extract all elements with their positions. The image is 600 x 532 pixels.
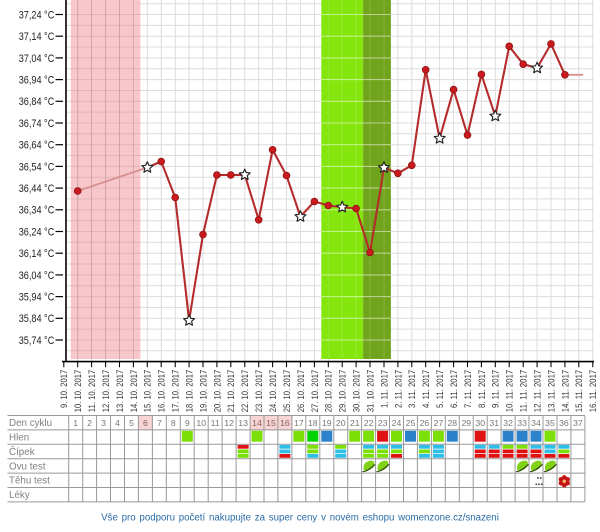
svg-text:9. 10. 2017: 9. 10. 2017 xyxy=(59,370,69,408)
svg-text:36,04 °C: 36,04 °C xyxy=(19,270,55,282)
svg-text:2. 11. 2017: 2. 11. 2017 xyxy=(393,370,403,408)
svg-text:12. 10. 2017: 12. 10. 2017 xyxy=(101,370,111,412)
svg-text:15. 10. 2017: 15. 10. 2017 xyxy=(143,370,153,412)
svg-text:22. 10. 2017: 22. 10. 2017 xyxy=(240,370,250,412)
svg-text:36,64 °C: 36,64 °C xyxy=(19,140,55,152)
svg-text:8: 8 xyxy=(171,418,176,428)
svg-text:17: 17 xyxy=(294,418,304,428)
svg-text:24. 10. 2017: 24. 10. 2017 xyxy=(268,370,278,412)
svg-text:28. 10. 2017: 28. 10. 2017 xyxy=(324,370,334,412)
svg-text:22: 22 xyxy=(364,418,374,428)
svg-text:18. 10. 2017: 18. 10. 2017 xyxy=(185,370,195,412)
svg-text:6: 6 xyxy=(143,418,148,428)
svg-text:36,54 °C: 36,54 °C xyxy=(19,161,55,173)
svg-text:36,14 °C: 36,14 °C xyxy=(19,248,55,260)
svg-text:18: 18 xyxy=(308,418,318,428)
svg-text:36: 36 xyxy=(559,418,569,428)
svg-text:Ovu test: Ovu test xyxy=(9,461,46,472)
svg-text:26. 10. 2017: 26. 10. 2017 xyxy=(296,370,306,412)
svg-text:11: 11 xyxy=(211,418,220,428)
svg-text:25: 25 xyxy=(406,418,416,428)
svg-text:3. 11. 2017: 3. 11. 2017 xyxy=(407,370,417,408)
svg-text:23. 10. 2017: 23. 10. 2017 xyxy=(254,370,264,412)
svg-text:29. 10. 2017: 29. 10. 2017 xyxy=(338,370,348,412)
svg-text:13. 11. 2017: 13. 11. 2017 xyxy=(546,370,556,412)
svg-text:5. 11. 2017: 5. 11. 2017 xyxy=(435,370,445,408)
svg-text:27. 10. 2017: 27. 10. 2017 xyxy=(310,370,320,412)
svg-text:32: 32 xyxy=(503,418,513,428)
svg-text:15. 11. 2017: 15. 11. 2017 xyxy=(574,370,584,412)
svg-text:12. 11. 2017: 12. 11. 2017 xyxy=(533,370,543,412)
svg-text:14. 11. 2017: 14. 11. 2017 xyxy=(560,370,570,412)
svg-text:35,94 °C: 35,94 °C xyxy=(19,292,55,304)
svg-text:6. 11. 2017: 6. 11. 2017 xyxy=(449,370,459,408)
svg-text:27: 27 xyxy=(434,418,444,428)
svg-text:35,74 °C: 35,74 °C xyxy=(19,335,55,347)
svg-text:Těhu test: Těhu test xyxy=(9,476,50,487)
svg-text:2: 2 xyxy=(87,418,92,428)
svg-text:13. 10. 2017: 13. 10. 2017 xyxy=(115,370,125,412)
svg-text:Léky: Léky xyxy=(9,490,30,501)
svg-text:36,94 °C: 36,94 °C xyxy=(19,75,55,87)
svg-text:29: 29 xyxy=(461,418,471,428)
svg-text:35: 35 xyxy=(545,418,555,428)
svg-text:37,24 °C: 37,24 °C xyxy=(19,9,55,21)
svg-text:Vše pro podporu početí nakupuj: Vše pro podporu početí nakupujte za supe… xyxy=(101,513,499,524)
svg-text:9: 9 xyxy=(185,418,190,428)
svg-text:15: 15 xyxy=(266,418,276,428)
svg-text:16. 10. 2017: 16. 10. 2017 xyxy=(157,370,167,412)
svg-text:37,04 °C: 37,04 °C xyxy=(19,53,55,65)
svg-text:30: 30 xyxy=(475,418,485,428)
svg-text:36,24 °C: 36,24 °C xyxy=(19,226,55,238)
svg-text:7: 7 xyxy=(157,418,162,428)
svg-text:31. 10. 2017: 31. 10. 2017 xyxy=(365,370,375,412)
svg-text:20. 10. 2017: 20. 10. 2017 xyxy=(212,370,222,412)
svg-text:7. 11. 2017: 7. 11. 2017 xyxy=(463,370,473,408)
svg-text:1: 1 xyxy=(73,418,78,428)
svg-text:28: 28 xyxy=(447,418,457,428)
svg-text:21: 21 xyxy=(350,418,360,428)
svg-text:36,44 °C: 36,44 °C xyxy=(19,183,55,195)
svg-text:11. 10. 2017: 11. 10. 2017 xyxy=(87,370,97,412)
svg-text:36,34 °C: 36,34 °C xyxy=(19,205,55,217)
svg-text:35,84 °C: 35,84 °C xyxy=(19,313,55,325)
svg-text:23: 23 xyxy=(378,418,388,428)
svg-text:19. 10. 2017: 19. 10. 2017 xyxy=(198,370,208,412)
svg-text:34: 34 xyxy=(531,418,541,428)
svg-text:11. 11. 2017: 11. 11. 2017 xyxy=(519,370,529,412)
svg-text:33: 33 xyxy=(517,418,527,428)
svg-text:20: 20 xyxy=(336,418,346,428)
svg-text:1. 11. 2017: 1. 11. 2017 xyxy=(379,370,389,408)
svg-text:Hlen: Hlen xyxy=(9,433,29,444)
svg-text:36,84 °C: 36,84 °C xyxy=(19,96,55,108)
svg-text:13: 13 xyxy=(238,418,248,428)
svg-text:10. 11. 2017: 10. 11. 2017 xyxy=(505,370,515,412)
svg-text:17. 10. 2017: 17. 10. 2017 xyxy=(171,370,181,412)
svg-text:19: 19 xyxy=(322,418,332,428)
svg-text:26: 26 xyxy=(420,418,430,428)
svg-text:36,74 °C: 36,74 °C xyxy=(19,118,55,130)
svg-text:14. 10. 2017: 14. 10. 2017 xyxy=(129,370,139,412)
svg-text:16. 11. 2017: 16. 11. 2017 xyxy=(588,370,598,412)
svg-text:30. 10. 2017: 30. 10. 2017 xyxy=(352,370,362,412)
svg-text:10: 10 xyxy=(196,418,206,428)
svg-text:5: 5 xyxy=(129,418,134,428)
svg-text:37,14 °C: 37,14 °C xyxy=(19,31,55,43)
svg-text:16: 16 xyxy=(280,418,290,428)
svg-text:8. 11. 2017: 8. 11. 2017 xyxy=(477,370,487,408)
svg-text:9. 11. 2017: 9. 11. 2017 xyxy=(491,370,501,408)
svg-text:4. 11. 2017: 4. 11. 2017 xyxy=(421,370,431,408)
svg-text:37: 37 xyxy=(573,418,583,428)
svg-text:14: 14 xyxy=(252,418,262,428)
svg-text:3: 3 xyxy=(101,418,106,428)
svg-text:10. 10. 2017: 10. 10. 2017 xyxy=(73,370,83,412)
svg-text:12: 12 xyxy=(224,418,234,428)
svg-text:24: 24 xyxy=(392,418,402,428)
svg-text:21. 10. 2017: 21. 10. 2017 xyxy=(226,370,236,412)
svg-text:31: 31 xyxy=(489,418,499,428)
svg-text:Den cyklu: Den cyklu xyxy=(9,418,52,429)
svg-text:25. 10. 2017: 25. 10. 2017 xyxy=(282,370,292,412)
svg-text:Čípek: Čípek xyxy=(9,447,35,458)
svg-text:4: 4 xyxy=(115,418,120,428)
